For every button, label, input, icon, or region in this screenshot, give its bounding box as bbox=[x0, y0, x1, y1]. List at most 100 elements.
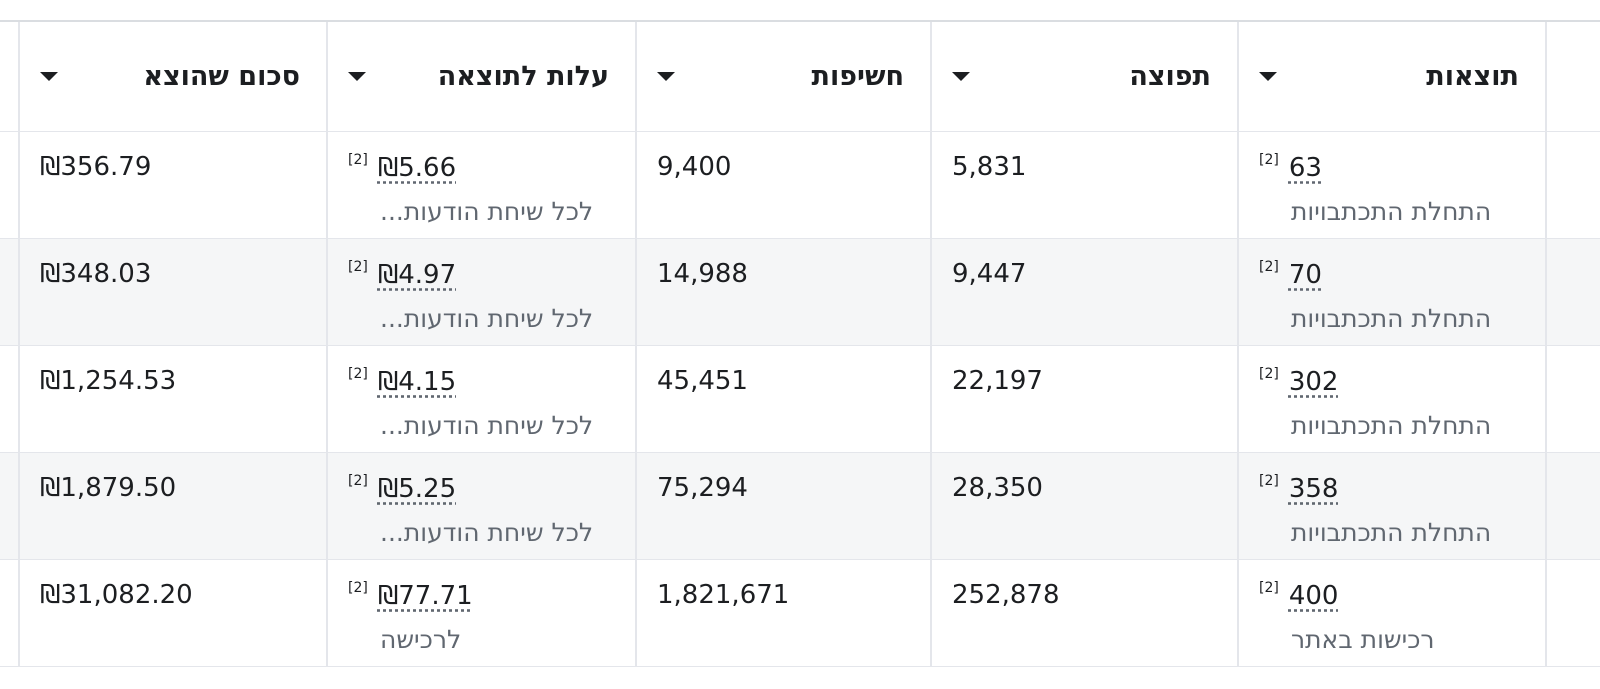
table-cell: [2] 302 התחלת התכתבויות bbox=[1237, 346, 1545, 452]
header-row: סכום שהוצא עלות לתוצאה חשיפות תפוצה תוצאות bbox=[0, 22, 1600, 132]
cell-sublabel: לרכישה bbox=[380, 625, 462, 654]
table-cell: [2] ₪4.15 לכל שיחת הודעות... bbox=[326, 346, 635, 452]
header-content: חשיפות bbox=[637, 22, 930, 131]
header-cell[interactable]: תוצאות bbox=[1237, 22, 1545, 131]
header-label: עלות לתוצאה bbox=[437, 61, 609, 92]
header-label: חשיפות bbox=[811, 61, 904, 92]
sort-caret[interactable] bbox=[952, 72, 970, 81]
cell-value: 75,294 bbox=[657, 473, 748, 503]
sort-caret[interactable] bbox=[1259, 72, 1277, 81]
footnote: [2] bbox=[348, 473, 368, 489]
table-cell: ₪1,879.50 bbox=[18, 453, 326, 559]
cell-value: 1,821,671 bbox=[657, 580, 790, 610]
sort-caret[interactable] bbox=[657, 72, 675, 81]
value-link[interactable]: 302 bbox=[1288, 367, 1339, 397]
edge-cell bbox=[1545, 239, 1600, 345]
edge-cell bbox=[0, 22, 18, 131]
table-cell: 252,878 bbox=[930, 560, 1237, 666]
table-row: ₪1,254.53 [2] ₪4.15 לכל שיחת הודעות... 45,45… bbox=[0, 346, 1600, 453]
cell-value: 45,451 bbox=[657, 366, 748, 396]
edge-cell bbox=[0, 132, 18, 238]
footnote: [2] bbox=[348, 259, 368, 275]
table-cell: 1,821,671 bbox=[635, 560, 930, 666]
table-cell: 28,350 bbox=[930, 453, 1237, 559]
cell-sublabel: התחלת התכתבויות bbox=[1291, 304, 1492, 333]
cell-sublabel: התחלת התכתבויות bbox=[1291, 518, 1492, 547]
table-cell: [2] ₪77.71 לרכישה bbox=[326, 560, 635, 666]
cell-value: 28,350 bbox=[952, 473, 1043, 503]
table-row: ₪356.79 [2] ₪5.66 לכל שיחת הודעות... 9,400 5,… bbox=[0, 132, 1600, 239]
cell-value: ₪31,082.20 bbox=[40, 580, 193, 610]
edge-cell bbox=[0, 346, 18, 452]
value-link[interactable]: ₪77.71 bbox=[377, 581, 473, 611]
table-cell: 9,447 bbox=[930, 239, 1237, 345]
table-cell: 14,988 bbox=[635, 239, 930, 345]
header-cell[interactable]: חשיפות bbox=[635, 22, 930, 131]
value-link[interactable]: 70 bbox=[1288, 260, 1322, 290]
sort-caret[interactable] bbox=[40, 72, 58, 81]
footnote: [2] bbox=[1259, 366, 1279, 382]
footnote: [2] bbox=[348, 580, 368, 596]
cell-value: [2] ₪5.25 bbox=[328, 453, 635, 504]
table-cell: [2] 63 התחלת התכתבויות bbox=[1237, 132, 1545, 238]
table-cell: ₪31,082.20 bbox=[18, 560, 326, 666]
cell-value: 252,878 bbox=[952, 580, 1060, 610]
edge-cell bbox=[1545, 453, 1600, 559]
table-cell: [2] ₪5.25 לכל שיחת הודעות... bbox=[326, 453, 635, 559]
cell-sublabel: לכל שיחת הודעות... bbox=[380, 304, 594, 333]
cell-value: 9,400 bbox=[657, 152, 732, 182]
cell-value: [2] ₪4.97 bbox=[328, 239, 635, 290]
table-cell: [2] ₪5.66 לכל שיחת הודעות... bbox=[326, 132, 635, 238]
edge-cell bbox=[1545, 22, 1600, 131]
cell-sublabel: התחלת התכתבויות bbox=[1291, 411, 1492, 440]
cell-value: [2] 302 bbox=[1239, 346, 1545, 397]
cell-value: 5,831 bbox=[952, 152, 1027, 182]
table-cell: [2] ₪4.97 לכל שיחת הודעות... bbox=[326, 239, 635, 345]
footnote: [2] bbox=[1259, 580, 1279, 596]
header-content: עלות לתוצאה bbox=[328, 22, 635, 131]
cell-value: [2] 400 bbox=[1239, 560, 1545, 611]
cell-value: [2] 70 bbox=[1239, 239, 1545, 290]
footnote: [2] bbox=[348, 366, 368, 382]
value-link[interactable]: 63 bbox=[1288, 153, 1322, 183]
cell-value: [2] 358 bbox=[1239, 453, 1545, 504]
cell-value: 9,447 bbox=[952, 259, 1027, 289]
header-cell[interactable]: סכום שהוצא bbox=[18, 22, 326, 131]
header-label: תוצאות bbox=[1426, 61, 1519, 92]
header-content: תפוצה bbox=[932, 22, 1237, 131]
table-cell: 45,451 bbox=[635, 346, 930, 452]
header-content: תוצאות bbox=[1239, 22, 1545, 131]
value-link[interactable]: 358 bbox=[1288, 474, 1339, 504]
footnote: [2] bbox=[348, 152, 368, 168]
sort-caret[interactable] bbox=[348, 72, 366, 81]
cell-value: 22,197 bbox=[952, 366, 1043, 396]
table-cell: ₪1,254.53 bbox=[18, 346, 326, 452]
cell-sublabel: התחלת התכתבויות bbox=[1291, 197, 1492, 226]
cell-value: [2] ₪5.66 bbox=[328, 132, 635, 183]
table-cell: 5,831 bbox=[930, 132, 1237, 238]
cell-value: ₪1,254.53 bbox=[40, 366, 177, 396]
footnote: [2] bbox=[1259, 259, 1279, 275]
toolbar-strip bbox=[0, 0, 1600, 22]
edge-cell bbox=[1545, 132, 1600, 238]
table-cell: [2] 400 רכישות באתר bbox=[1237, 560, 1545, 666]
cell-sublabel: לכל שיחת הודעות... bbox=[380, 411, 594, 440]
value-link[interactable]: 400 bbox=[1288, 581, 1339, 611]
edge-cell bbox=[1545, 560, 1600, 666]
table-row: ₪1,879.50 [2] ₪5.25 לכל שיחת הודעות... 75,29… bbox=[0, 453, 1600, 560]
header-content: סכום שהוצא bbox=[20, 22, 326, 131]
header-cell[interactable]: תפוצה bbox=[930, 22, 1237, 131]
value-link[interactable]: ₪5.25 bbox=[377, 474, 457, 504]
header-cell[interactable]: עלות לתוצאה bbox=[326, 22, 635, 131]
header-label: תפוצה bbox=[1129, 61, 1211, 92]
value-link[interactable]: ₪4.97 bbox=[377, 260, 457, 290]
cell-value: 14,988 bbox=[657, 259, 748, 289]
table-cell: [2] 358 התחלת התכתבויות bbox=[1237, 453, 1545, 559]
cell-value: ₪356.79 bbox=[40, 152, 152, 182]
table-cell: 22,197 bbox=[930, 346, 1237, 452]
cell-value: ₪1,879.50 bbox=[40, 473, 177, 503]
value-link[interactable]: ₪4.15 bbox=[377, 367, 457, 397]
table-cell: ₪356.79 bbox=[18, 132, 326, 238]
value-link[interactable]: ₪5.66 bbox=[377, 153, 457, 183]
